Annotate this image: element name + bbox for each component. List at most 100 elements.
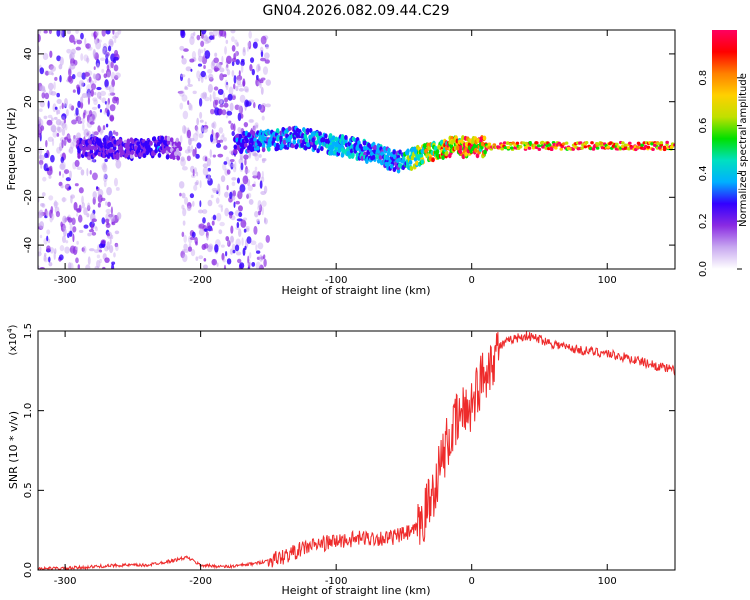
ridge-cell: [344, 138, 348, 144]
noise-blob: [104, 79, 109, 88]
noise-blob: [214, 99, 219, 106]
noise-blob: [217, 153, 224, 158]
noise-blob: [92, 159, 97, 163]
noise-blob: [199, 200, 202, 208]
noise-blob: [240, 162, 244, 171]
noise-blob: [92, 191, 97, 200]
noise-blob: [86, 84, 92, 93]
noise-blob: [49, 247, 55, 254]
noise-blob: [258, 264, 265, 269]
ridge-cell: [397, 157, 402, 163]
ridge-cell: [406, 148, 410, 154]
ridge-cell: [578, 141, 582, 145]
noise-blob: [247, 262, 252, 266]
noise-blob: [80, 81, 84, 87]
noise-blob: [48, 174, 52, 179]
ridge-cell: [378, 154, 383, 160]
noise-blob: [259, 46, 264, 53]
noise-blob: [113, 56, 119, 61]
noise-blob: [251, 150, 257, 157]
noise-blob: [197, 48, 202, 58]
noise-blob: [230, 30, 236, 34]
ridge-cell: [420, 159, 425, 165]
noise-blob: [75, 246, 79, 251]
ridge-cell: [245, 138, 249, 144]
noise-blob: [80, 96, 84, 104]
ridge-cell: [562, 142, 566, 146]
noise-blob: [224, 207, 230, 217]
noise-blob: [111, 221, 116, 226]
ridge-cell: [102, 137, 107, 143]
noise-blob: [84, 37, 87, 46]
snr-panel: -300 -200 -100 0 100 0.0 0.5 1.0 1.5 Height of s…: [6, 323, 676, 597]
noise-blob: [106, 101, 110, 110]
spectrogram-xtick-label: 0: [469, 275, 475, 286]
ridge-cell: [435, 152, 440, 158]
noise-blob: [104, 158, 108, 163]
snr-line: [38, 331, 675, 570]
noise-blob: [109, 92, 116, 96]
noise-blob: [209, 31, 214, 36]
noise-blob: [89, 121, 95, 125]
ridge-cell: [409, 165, 414, 171]
noise-blob: [111, 79, 116, 88]
ridge-cell: [113, 139, 117, 145]
noise-blob: [230, 235, 234, 243]
noise-blob: [226, 169, 231, 175]
noise-blob: [48, 30, 52, 35]
ridge-cell: [659, 141, 664, 145]
ridge-cell: [287, 126, 292, 132]
noise-blob: [214, 52, 218, 57]
noise-blob: [254, 38, 260, 43]
noise-blob: [102, 173, 108, 183]
noise-blob: [91, 83, 97, 90]
noise-blob: [220, 134, 225, 141]
noise-blob: [237, 228, 242, 238]
ridge-cell: [536, 144, 541, 148]
noise-blob: [199, 111, 203, 119]
ridge-cell: [275, 128, 280, 134]
noise-blob: [43, 115, 48, 120]
noise-blob: [194, 125, 198, 131]
noise-blob: [76, 132, 81, 139]
noise-blob: [104, 174, 107, 178]
noise-blob: [105, 30, 111, 35]
ridge-cell: [294, 144, 299, 150]
noise-blob: [180, 158, 186, 167]
noise-blob: [105, 208, 111, 214]
noise-blob: [189, 137, 195, 142]
noise-blob: [261, 200, 267, 207]
noise-blob: [61, 113, 67, 120]
ridge-cell: [615, 142, 619, 146]
noise-blob: [92, 172, 98, 181]
noise-blob: [68, 68, 72, 77]
noise-blob: [262, 66, 269, 75]
snr-ylabel: SNR (10 * v/v): [7, 411, 20, 489]
noise-blob: [70, 105, 75, 111]
noise-blob: [38, 116, 42, 125]
noise-blob: [236, 177, 241, 184]
noise-blob: [183, 249, 189, 253]
noise-blob: [86, 213, 90, 218]
noise-blob: [38, 223, 41, 228]
noise-blob: [228, 212, 233, 219]
noise-blob: [65, 177, 71, 182]
noise-blob: [80, 32, 84, 40]
ridge-cell: [313, 145, 317, 151]
noise-blob: [197, 63, 203, 67]
noise-blob: [225, 251, 228, 257]
noise-blob: [257, 200, 262, 209]
noise-blob: [232, 249, 236, 254]
noise-blob: [253, 225, 258, 235]
noise-blob: [231, 36, 235, 43]
noise-blob: [265, 235, 270, 243]
noise-blob: [233, 123, 236, 132]
noise-blob: [63, 118, 66, 124]
noise-blob: [228, 86, 234, 95]
noise-blob: [212, 189, 218, 194]
noise-blob: [104, 173, 108, 180]
noise-blob: [38, 33, 41, 43]
ridge-cell: [258, 141, 263, 147]
noise-blob: [99, 39, 102, 43]
noise-blob: [61, 139, 64, 149]
